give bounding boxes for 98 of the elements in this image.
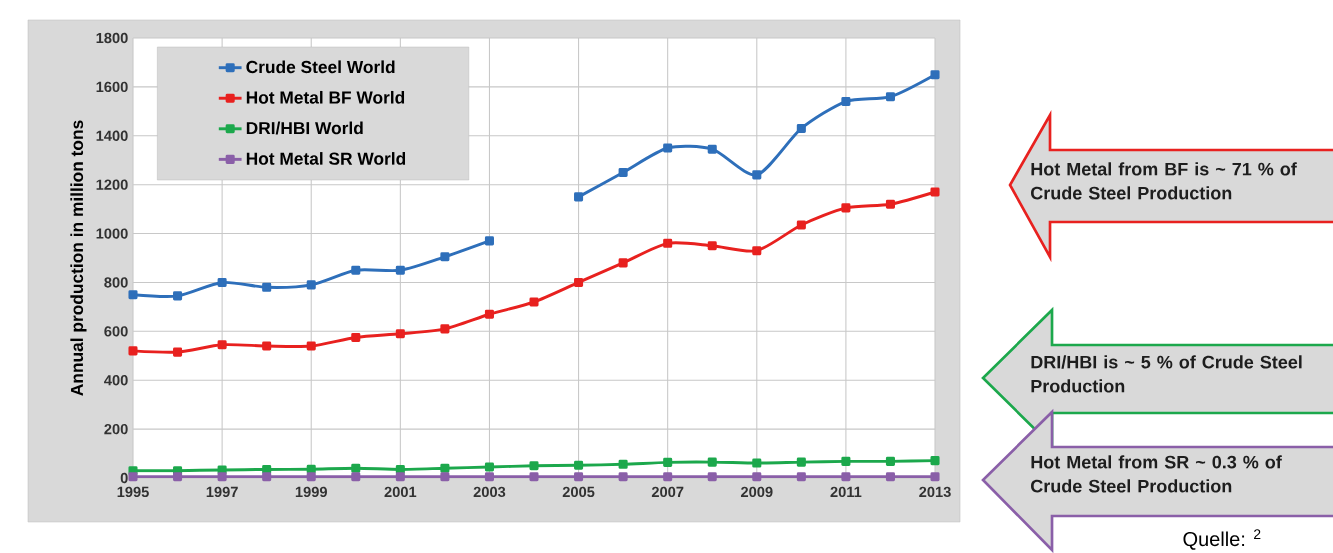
y-tick-label: 1600 xyxy=(96,81,128,93)
text: DRI/HBI is ~ 5 % of Crude Steel Production xyxy=(1031,355,1302,393)
point xyxy=(217,277,227,287)
point xyxy=(351,463,361,473)
point xyxy=(841,97,851,107)
point xyxy=(484,309,494,319)
y-tick-label: 400 xyxy=(104,375,128,386)
y-tick-label: 1800 xyxy=(96,32,128,44)
legend-label: Hot Metal SR World xyxy=(246,152,406,165)
point xyxy=(306,472,316,482)
point xyxy=(484,462,494,472)
point xyxy=(885,199,895,209)
point xyxy=(618,258,628,268)
point xyxy=(618,459,628,469)
y-tick-label: 0 xyxy=(120,472,128,484)
x-tick-label: 2013 xyxy=(919,486,951,498)
point xyxy=(351,332,361,342)
point xyxy=(173,472,183,482)
point xyxy=(173,347,183,357)
point xyxy=(395,472,405,482)
point xyxy=(841,203,851,213)
point xyxy=(796,457,806,467)
point xyxy=(796,220,806,230)
point xyxy=(885,472,895,482)
legend-label: Crude Steel World xyxy=(246,60,395,74)
point xyxy=(440,324,450,334)
point xyxy=(663,238,673,248)
point xyxy=(707,144,717,154)
point xyxy=(885,456,895,466)
point xyxy=(306,341,316,351)
x-tick-label: 2009 xyxy=(740,486,773,498)
y-tick-label: 1000 xyxy=(96,228,128,239)
point xyxy=(752,170,762,180)
text: Hot Metal from BF is ~ 71 % of Crude Steel Production xyxy=(1031,162,1297,200)
point xyxy=(707,241,717,251)
x-tick-label: 2003 xyxy=(473,486,506,498)
point xyxy=(663,143,673,153)
point xyxy=(484,472,494,482)
point xyxy=(173,291,183,301)
point xyxy=(885,92,895,102)
point xyxy=(618,167,628,177)
x-tick-label: 2011 xyxy=(830,486,862,498)
point xyxy=(351,265,361,275)
point xyxy=(574,460,584,470)
point xyxy=(529,472,539,482)
point xyxy=(663,457,673,467)
point xyxy=(796,472,806,482)
point xyxy=(395,329,405,339)
point xyxy=(529,297,539,307)
y-tick-label: 1400 xyxy=(96,130,128,141)
point xyxy=(752,246,762,256)
point xyxy=(128,290,138,300)
point xyxy=(351,472,361,482)
x-tick-label: 1995 xyxy=(117,486,149,498)
point xyxy=(484,236,494,246)
point xyxy=(930,472,940,482)
point xyxy=(574,472,584,482)
point xyxy=(574,192,584,202)
point xyxy=(262,472,272,482)
point xyxy=(930,456,940,466)
point xyxy=(217,472,227,482)
x-tick-label: 2007 xyxy=(651,486,684,498)
point xyxy=(707,472,717,482)
x-tick-label: 1999 xyxy=(295,486,327,498)
point xyxy=(395,265,405,275)
point xyxy=(529,461,539,471)
legend-label: Hot Metal BF World xyxy=(246,90,405,104)
point xyxy=(306,280,316,290)
point xyxy=(440,472,450,482)
point xyxy=(618,472,628,482)
point xyxy=(663,472,673,482)
point xyxy=(128,346,138,356)
point xyxy=(262,341,272,351)
x-tick-label: 1997 xyxy=(206,486,238,498)
x-tick-label: 2001 xyxy=(384,486,417,498)
y-tick-label: 600 xyxy=(104,326,128,337)
point xyxy=(752,458,762,468)
y-tick-label: 200 xyxy=(104,423,128,435)
x-tick-label: 2005 xyxy=(562,486,595,498)
point xyxy=(440,252,450,262)
point xyxy=(841,472,851,482)
y-tick-label: 800 xyxy=(104,277,128,288)
text: Hot Metal from SR ~ 0.3 % of Crude Steel Production xyxy=(1031,455,1282,493)
source-note: Quelle: $^{2}$ xyxy=(1183,529,1261,550)
point xyxy=(930,70,940,80)
point xyxy=(440,463,450,473)
point xyxy=(217,340,227,350)
y-tick-label: 1200 xyxy=(96,179,128,190)
point xyxy=(262,282,272,292)
point xyxy=(574,277,584,287)
point xyxy=(128,472,138,482)
y-axis-title: Annual production in million tons xyxy=(70,120,87,396)
point xyxy=(707,457,717,467)
point xyxy=(930,187,940,197)
point xyxy=(752,472,762,482)
legend-label: DRI/HBI World xyxy=(246,121,363,135)
point xyxy=(841,456,851,466)
point xyxy=(796,123,806,133)
